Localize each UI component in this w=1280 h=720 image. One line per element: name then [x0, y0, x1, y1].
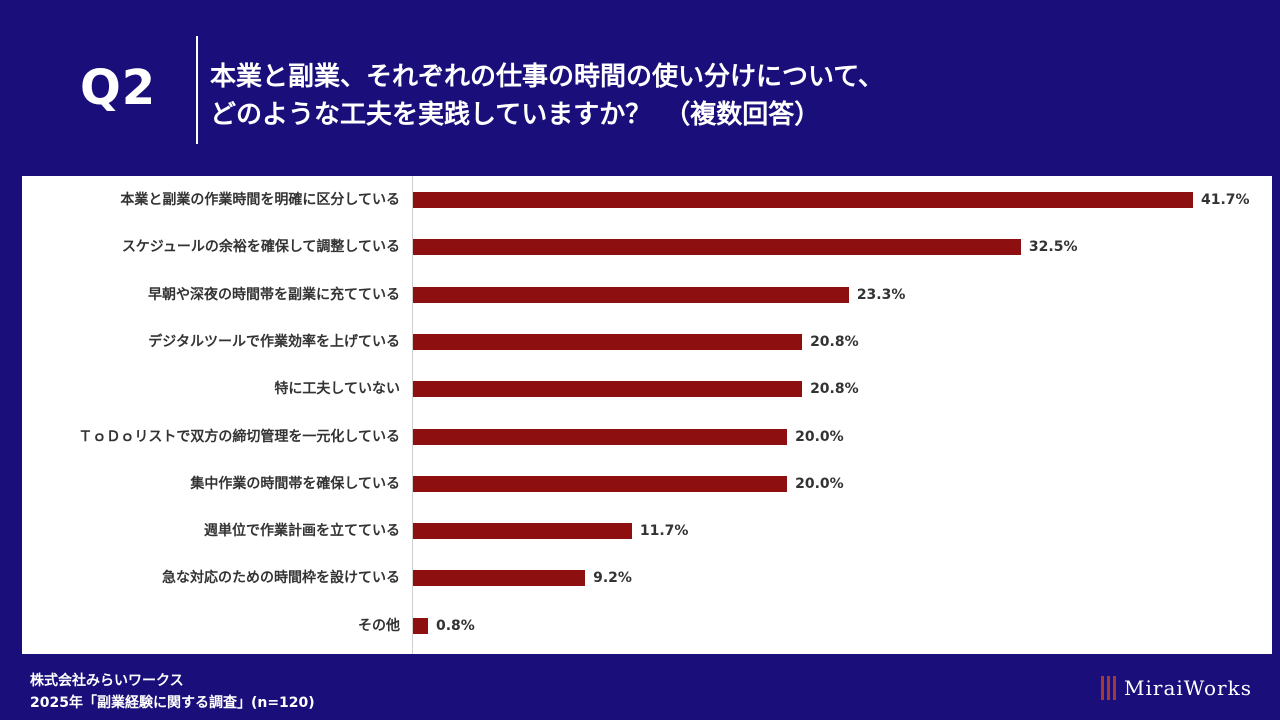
category-label: スケジュールの余裕を確保して調整している — [121, 239, 400, 256]
value-label: 23.3% — [856, 286, 906, 303]
value-label: 20.0% — [795, 475, 844, 492]
bar — [413, 333, 803, 350]
value-label: 41.7% — [1201, 192, 1250, 208]
bar — [413, 286, 849, 303]
category-label: 特に工夫していない — [274, 381, 400, 398]
bar — [413, 523, 632, 540]
chart-axis-line — [412, 176, 413, 654]
category-label: 本業と副業の作業時間を明確に区分している — [120, 192, 400, 208]
category-label: 集中作業の時間帯を確保している — [190, 475, 400, 492]
footer-company: 株式会社みらいワークス — [30, 673, 184, 689]
value-label: 0.8% — [435, 617, 475, 634]
value-label: 20.8% — [810, 333, 859, 350]
question-number: Q2 — [80, 60, 157, 116]
footer: 株式会社みらいワークス 2025年「副業経験に関する調査」(n=120) — [30, 670, 315, 714]
logo-text: MiraiWorks — [1124, 676, 1252, 700]
chart-panel — [22, 176, 1272, 654]
category-label: デジタルツールで作業効率を上げている — [148, 333, 400, 350]
category-label: 週単位で作業計画を立てている — [204, 523, 400, 540]
bar — [413, 617, 428, 634]
bar — [413, 192, 1193, 208]
value-label: 11.7% — [639, 523, 689, 540]
value-label: 9.2% — [593, 570, 632, 587]
category-label: 急な対応のための時間枠を設けている — [162, 570, 400, 587]
header-divider — [196, 36, 198, 144]
category-label: 早朝や深夜の時間帯を副業に充てている — [148, 286, 400, 303]
company-logo: MiraiWorks — [1101, 676, 1252, 700]
bar — [413, 381, 803, 398]
category-label: その他 — [358, 617, 400, 634]
question-title-line-1: 本業と副業、それぞれの仕事の時間の使い分けについて、 — [210, 62, 884, 92]
bar — [413, 570, 586, 587]
value-label: 32.5% — [1028, 239, 1078, 256]
question-title-line-2: どのような工夫を実践していますか？ （複数回答） — [210, 100, 821, 130]
logo-mark-icon — [1101, 676, 1117, 700]
bar — [413, 475, 788, 492]
bar — [413, 239, 1021, 256]
value-label: 20.8% — [810, 381, 859, 398]
bar — [413, 428, 788, 445]
footer-survey: 2025年「副業経験に関する調査」(n=120) — [30, 695, 315, 711]
question-title: 本業と副業、それぞれの仕事の時間の使い分けについて、 どのような工夫を実践してい… — [210, 58, 884, 134]
value-label: 20.0% — [795, 428, 844, 445]
category-label: ＴｏＤｏリストで双方の締切管理を一元化している — [78, 428, 400, 445]
